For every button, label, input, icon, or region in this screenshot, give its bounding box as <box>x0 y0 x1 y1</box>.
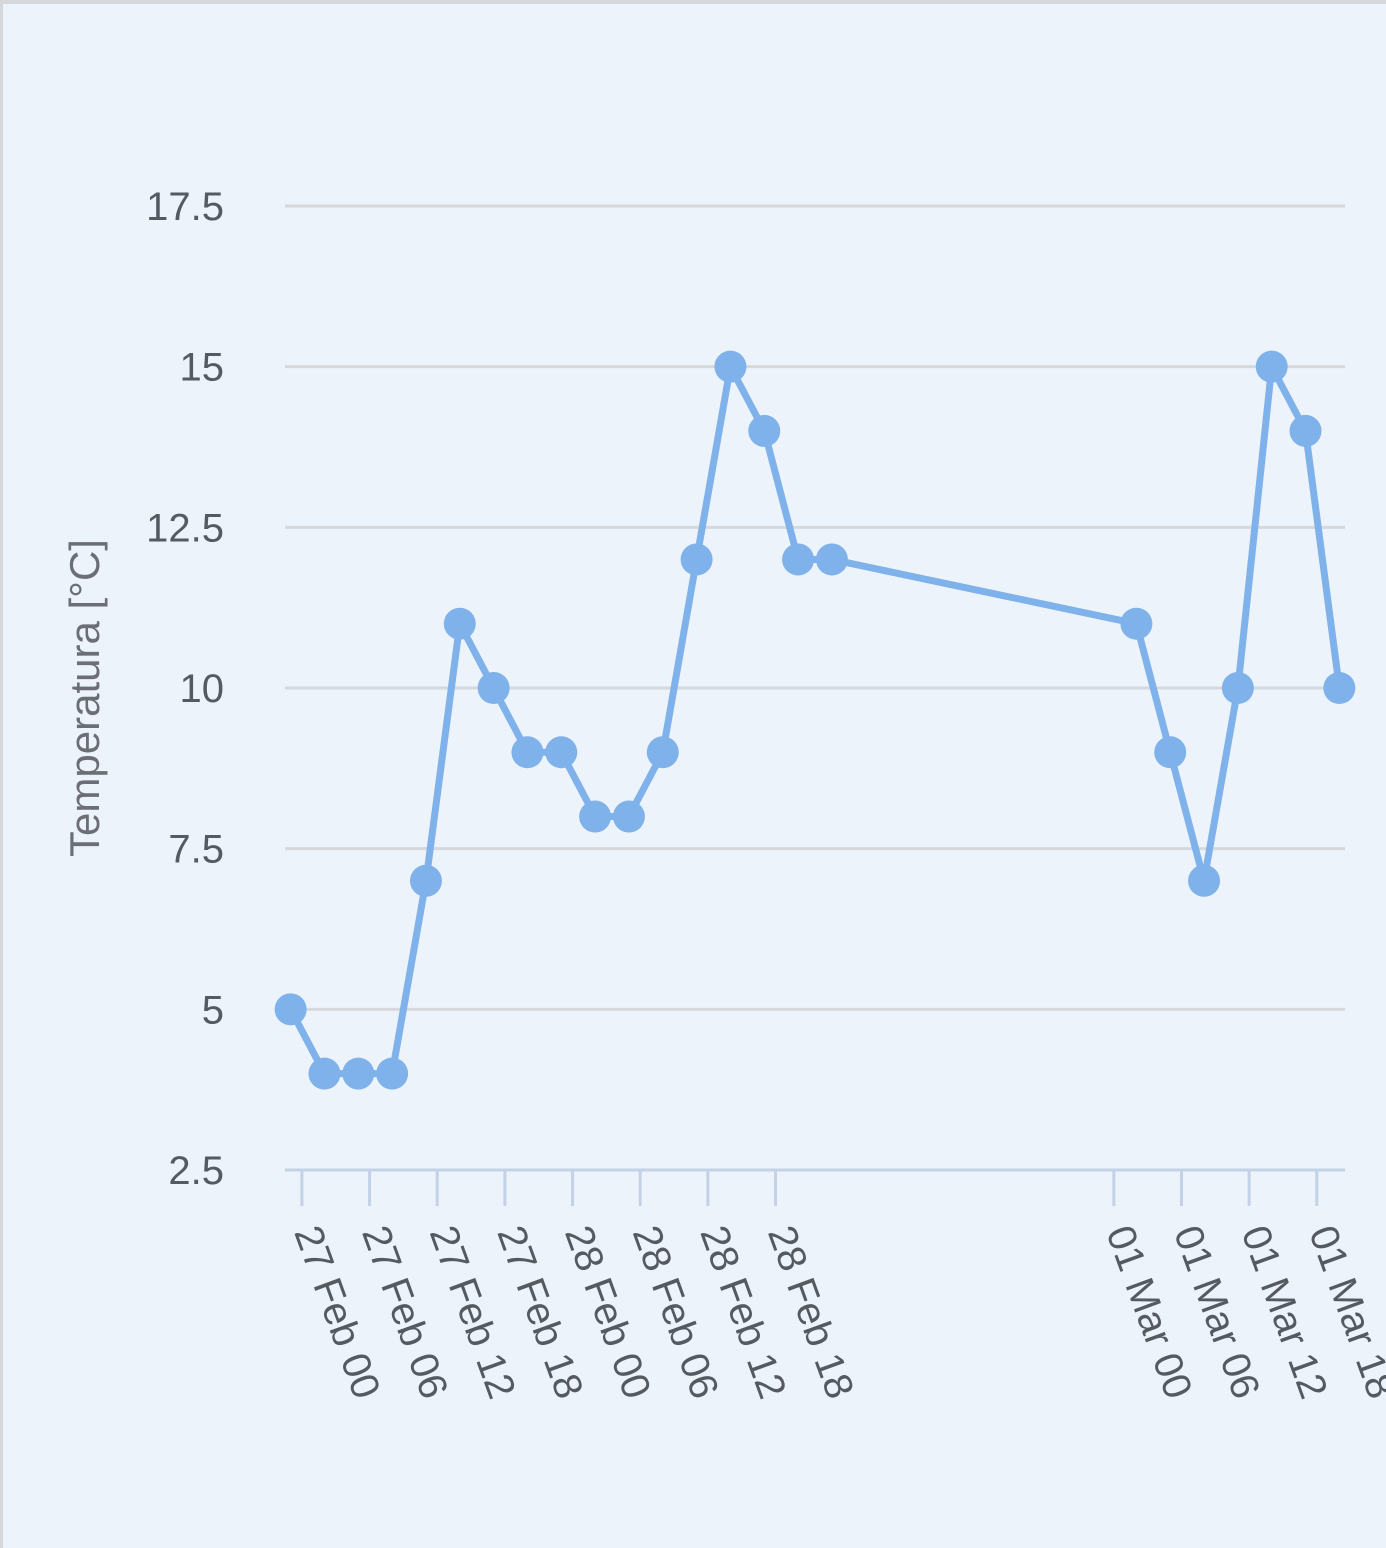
data-point[interactable] <box>680 543 713 576</box>
data-point[interactable] <box>274 993 307 1026</box>
data-point[interactable] <box>1255 350 1288 383</box>
series-line <box>287 363 1343 1078</box>
data-point[interactable] <box>1323 672 1356 704</box>
y-tick-label: 5 <box>202 988 224 1032</box>
data-point[interactable] <box>1154 736 1187 769</box>
y-tick-label: 10 <box>180 667 225 711</box>
y-tick-label: 7.5 <box>168 828 224 872</box>
data-point[interactable] <box>1120 607 1153 640</box>
data-point[interactable] <box>477 672 510 704</box>
data-point[interactable] <box>579 800 612 833</box>
gridlines <box>285 204 1345 1172</box>
data-point[interactable] <box>1188 864 1221 897</box>
data-point[interactable] <box>342 1057 375 1090</box>
data-point[interactable] <box>545 736 578 769</box>
data-point[interactable] <box>748 414 781 447</box>
data-point[interactable] <box>612 800 645 833</box>
data-point[interactable] <box>815 543 848 576</box>
data-point[interactable] <box>443 607 476 640</box>
data-point[interactable] <box>1221 672 1254 704</box>
data-point[interactable] <box>1289 414 1322 447</box>
data-point[interactable] <box>409 864 442 897</box>
y-tick-label: 12.5 <box>146 506 224 550</box>
y-axis-title: Temperatura [°C] <box>61 539 108 857</box>
data-point[interactable] <box>308 1057 341 1090</box>
y-axis: 2.5 5 7.5 10 12.5 15 17.5 <box>146 185 224 1193</box>
data-point[interactable] <box>376 1057 409 1090</box>
data-point[interactable] <box>646 736 679 769</box>
series-temperature <box>274 350 1356 1090</box>
data-point[interactable] <box>511 736 544 769</box>
data-point[interactable] <box>714 350 747 383</box>
y-tick-label: 15 <box>180 346 225 390</box>
y-tick-label: 17.5 <box>146 185 224 229</box>
data-point[interactable] <box>782 543 815 576</box>
y-tick-label: 2.5 <box>168 1149 224 1193</box>
